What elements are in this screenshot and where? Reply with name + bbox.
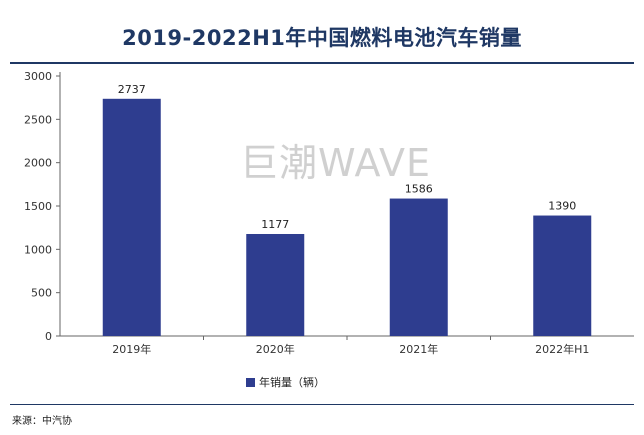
x-tick-label: 2022年H1	[535, 342, 589, 356]
y-tick-label: 1000	[24, 243, 52, 256]
watermark: 巨潮WAVE	[240, 141, 432, 185]
title-rule	[10, 62, 634, 64]
data-label: 1177	[261, 218, 289, 231]
legend-swatch	[246, 377, 255, 387]
source-note: 来源：中汽协	[12, 416, 72, 427]
y-tick-label: 2000	[24, 157, 52, 170]
x-tick-label: 2019年	[112, 342, 151, 356]
x-tick-label: 2021年	[399, 342, 438, 356]
chart-title: 2019-2022H1年中国燃料电池汽车销量	[122, 26, 522, 50]
y-tick-label: 500	[31, 287, 52, 300]
data-label: 2737	[118, 83, 146, 96]
bar	[102, 98, 161, 336]
legend: 年销量（辆）	[246, 374, 325, 390]
y-tick-label: 3000	[24, 70, 52, 83]
legend-label: 年销量（辆）	[259, 376, 325, 389]
bar	[389, 198, 448, 336]
y-tick-label: 1500	[24, 200, 52, 213]
footer-rule	[10, 404, 634, 405]
x-tick-label: 2020年	[256, 342, 295, 356]
y-tick-label: 2500	[24, 113, 52, 126]
data-label: 1586	[405, 183, 433, 196]
bar	[533, 215, 592, 336]
data-label: 1390	[548, 200, 576, 213]
y-tick-label: 0	[45, 330, 52, 343]
bar	[246, 233, 305, 336]
